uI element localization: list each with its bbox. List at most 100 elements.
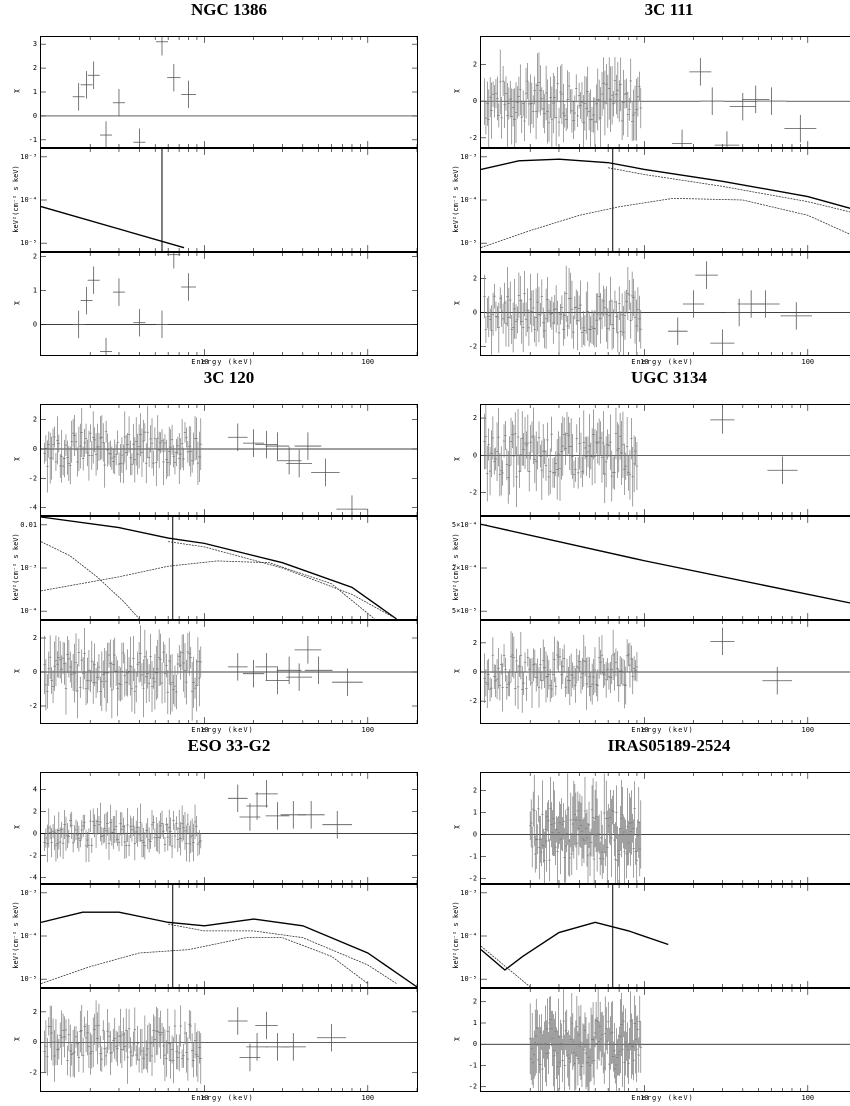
y-tick-label: 10⁻⁴ — [460, 196, 477, 204]
data-point — [246, 1033, 268, 1061]
y-tick-label: 1 — [473, 809, 477, 817]
data-point — [227, 423, 248, 452]
y-tick-label: 2 — [473, 275, 477, 283]
data-point — [100, 121, 112, 147]
model-curve-total — [480, 523, 850, 604]
x-tick-label: 10 — [200, 358, 208, 366]
data-point — [112, 89, 125, 117]
data-point — [265, 802, 290, 830]
panel-plot: 0 1 2 10 100 — [33, 252, 418, 366]
y-tick-label: 0 — [33, 830, 37, 838]
y-tick-label: -4 — [29, 874, 37, 882]
y-axis-label: χ — [452, 88, 460, 94]
y-tick-label: 2 — [473, 639, 477, 647]
data-point — [700, 87, 724, 115]
y-tick-label: 5×10⁻⁴ — [452, 521, 477, 529]
y-tick-label: -2 — [469, 134, 477, 142]
x-axis-label: Energy (keV) — [191, 1094, 254, 1102]
data-point — [322, 810, 353, 839]
dense-bins — [43, 1000, 202, 1084]
y-tick-label: 10⁻³ — [460, 889, 477, 897]
y-tick-label: -2 — [469, 697, 477, 705]
y-tick-label: -4 — [29, 504, 37, 512]
data-point — [682, 290, 705, 318]
data-point — [332, 668, 363, 696]
data-point — [762, 667, 793, 695]
data-point — [784, 114, 817, 143]
model-curve-component — [480, 945, 531, 988]
residual-panel: -2 -1 0 1 2 10 100 — [469, 988, 850, 1102]
spectrum-figure: 3C 111 -2 0 2 χ 10⁻³ 10⁻⁴ 10⁻⁵ keV²(cm⁻² s keV) -… — [452, 0, 850, 370]
data-point — [710, 406, 735, 434]
data-point — [227, 784, 248, 813]
panel-plot: -2 0 2 — [469, 405, 850, 515]
residual-panel: 0 1 2 10 100 — [33, 252, 418, 366]
residual-panel: -4 -2 0 2 — [29, 404, 418, 516]
data-point — [286, 663, 313, 691]
data-point — [729, 92, 756, 121]
x-tick-label: 100 — [362, 726, 375, 734]
x-tick-label: 100 — [802, 726, 815, 734]
panel-plot: -2 0 2 10 100 — [29, 621, 418, 734]
model-curve-reflection — [40, 560, 375, 620]
panel-plot: -2 -1 0 1 2 10 100 — [469, 989, 850, 1102]
panel-plot: -1 0 1 2 3 — [29, 37, 418, 147]
y-tick-label: 10⁻⁵ — [460, 975, 477, 983]
x-axis-label: Energy (keV) — [191, 358, 254, 366]
y-tick-label: 2 — [473, 61, 477, 69]
data-point — [181, 273, 196, 301]
data-point — [255, 780, 278, 808]
x-tick-label: 10 — [640, 358, 648, 366]
data-point — [227, 653, 248, 681]
x-tick-label: 100 — [802, 358, 815, 366]
y-tick-label: 2 — [33, 252, 37, 260]
dense-bins — [483, 49, 642, 147]
dense-bins — [483, 405, 639, 508]
y-tick-label: 0 — [473, 451, 477, 459]
y-tick-label: 0 — [33, 445, 37, 453]
dense-bins — [43, 625, 202, 721]
y-tick-label: 1 — [33, 88, 37, 96]
y-axis-label: χ — [12, 456, 20, 462]
model-panel: 5×10⁻⁴ 2×10⁻⁴ 5×10⁻⁵ — [452, 516, 850, 620]
figure-title: IRAS05189-2524 — [607, 736, 731, 755]
y-axis-label: χ — [12, 1036, 20, 1042]
data-point — [167, 63, 181, 92]
y-tick-label: -1 — [29, 136, 37, 144]
y-tick-label: 2 — [33, 634, 37, 642]
data-point — [265, 432, 290, 460]
model-curve-powerlaw — [608, 167, 850, 213]
data-point — [726, 298, 753, 327]
model-curve-total — [480, 158, 850, 209]
data-point — [672, 129, 693, 147]
data-point — [133, 308, 146, 337]
panel-plot: 10⁻³ 10⁻⁴ 10⁻⁵ — [460, 149, 850, 251]
panel-plot: 5×10⁻⁴ 2×10⁻⁴ 5×10⁻⁵ — [452, 517, 850, 619]
data-point — [242, 429, 265, 457]
residual-panel: -2 0 2 10 100 — [29, 988, 418, 1102]
x-tick-label: 10 — [200, 726, 208, 734]
data-point — [780, 302, 813, 330]
y-axis-label: χ — [452, 824, 460, 830]
y-axis-label: χ — [12, 824, 20, 830]
data-point — [311, 458, 340, 487]
y-tick-label: 4 — [33, 786, 37, 794]
data-point — [87, 266, 100, 294]
y-tick-label: 2 — [473, 787, 477, 795]
y-axis-label: χ — [452, 1036, 460, 1042]
residual-panel: -2 0 2 10 100 — [29, 620, 418, 734]
data-point — [87, 61, 100, 90]
spectrum-figure: IRAS05189-2524 -2 -1 0 1 2 χ 10⁻³ 10⁻⁴ 10⁻⁵ keV²(c… — [452, 736, 850, 1106]
x-axis-label: Energy (keV) — [631, 726, 694, 734]
data-point — [297, 801, 325, 829]
data-point — [276, 446, 302, 475]
data-point — [294, 432, 322, 460]
y-tick-label: 10⁻³ — [20, 889, 37, 897]
data-point — [317, 1023, 347, 1052]
y-axis-label: χ — [12, 300, 20, 306]
x-axis-label: Energy (keV) — [631, 358, 694, 366]
data-point — [689, 58, 712, 86]
model-panel: 10⁻³ 10⁻⁴ 10⁻⁵ — [20, 884, 418, 988]
y-tick-label: -2 — [469, 343, 477, 351]
data-point — [767, 456, 798, 485]
